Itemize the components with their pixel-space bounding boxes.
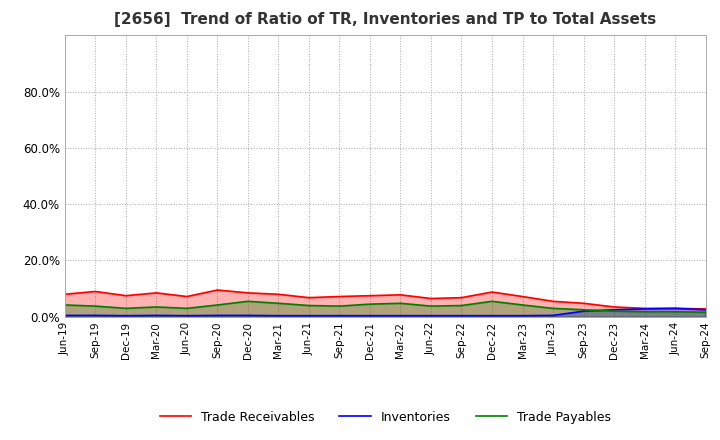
Trade Receivables bbox=[91, 289, 99, 294]
Trade Payables bbox=[579, 307, 588, 312]
Trade Payables bbox=[335, 304, 343, 309]
Inventories bbox=[549, 313, 557, 318]
Inventories bbox=[213, 313, 222, 318]
Trade Receivables bbox=[60, 292, 69, 297]
Trade Receivables bbox=[549, 299, 557, 304]
Trade Receivables bbox=[487, 290, 496, 295]
Trade Receivables bbox=[213, 287, 222, 293]
Trade Receivables bbox=[152, 290, 161, 296]
Trade Payables bbox=[518, 302, 527, 308]
Inventories bbox=[122, 313, 130, 318]
Trade Payables bbox=[396, 301, 405, 306]
Inventories bbox=[243, 313, 252, 318]
Trade Receivables bbox=[396, 292, 405, 297]
Inventories bbox=[396, 313, 405, 318]
Trade Payables bbox=[701, 310, 710, 315]
Inventories bbox=[457, 313, 466, 318]
Trade Receivables bbox=[579, 301, 588, 306]
Title: [2656]  Trend of Ratio of TR, Inventories and TP to Total Assets: [2656] Trend of Ratio of TR, Inventories… bbox=[114, 12, 657, 27]
Trade Payables bbox=[671, 309, 680, 314]
Inventories bbox=[610, 307, 618, 312]
Legend: Trade Receivables, Inventories, Trade Payables: Trade Receivables, Inventories, Trade Pa… bbox=[155, 406, 616, 429]
Trade Receivables bbox=[274, 292, 283, 297]
Trade Payables bbox=[243, 299, 252, 304]
Trade Payables bbox=[487, 299, 496, 304]
Trade Receivables bbox=[335, 294, 343, 299]
Trade Payables bbox=[305, 303, 313, 308]
Trade Receivables bbox=[671, 306, 680, 311]
Inventories bbox=[335, 313, 343, 318]
Inventories bbox=[305, 313, 313, 318]
Trade Receivables bbox=[305, 295, 313, 300]
Trade Receivables bbox=[427, 296, 436, 301]
Inventories bbox=[701, 307, 710, 312]
Trade Receivables bbox=[122, 293, 130, 298]
Trade Payables bbox=[549, 306, 557, 311]
Trade Receivables bbox=[518, 294, 527, 299]
Trade Payables bbox=[60, 302, 69, 308]
Trade Payables bbox=[152, 304, 161, 310]
Trade Receivables bbox=[610, 304, 618, 310]
Inventories bbox=[579, 308, 588, 314]
Inventories bbox=[91, 313, 99, 318]
Trade Receivables bbox=[701, 306, 710, 312]
Trade Payables bbox=[427, 304, 436, 309]
Trade Payables bbox=[366, 301, 374, 307]
Inventories bbox=[640, 306, 649, 312]
Line: Inventories: Inventories bbox=[65, 308, 706, 315]
Trade Receivables bbox=[183, 294, 192, 299]
Trade Payables bbox=[213, 302, 222, 308]
Trade Payables bbox=[122, 306, 130, 311]
Inventories bbox=[518, 313, 527, 318]
Trade Receivables bbox=[366, 293, 374, 298]
Trade Payables bbox=[640, 309, 649, 314]
Trade Receivables bbox=[640, 306, 649, 311]
Inventories bbox=[274, 313, 283, 318]
Inventories bbox=[487, 313, 496, 318]
Inventories bbox=[427, 313, 436, 318]
Inventories bbox=[60, 313, 69, 318]
Trade Payables bbox=[610, 308, 618, 314]
Trade Payables bbox=[457, 303, 466, 308]
Inventories bbox=[366, 313, 374, 318]
Trade Payables bbox=[183, 306, 192, 311]
Line: Trade Payables: Trade Payables bbox=[65, 301, 706, 312]
Inventories bbox=[152, 313, 161, 318]
Inventories bbox=[183, 313, 192, 318]
Line: Trade Receivables: Trade Receivables bbox=[65, 290, 706, 309]
Inventories bbox=[671, 306, 680, 311]
Trade Receivables bbox=[243, 290, 252, 296]
Trade Payables bbox=[91, 304, 99, 309]
Trade Payables bbox=[274, 301, 283, 306]
Trade Receivables bbox=[457, 295, 466, 300]
